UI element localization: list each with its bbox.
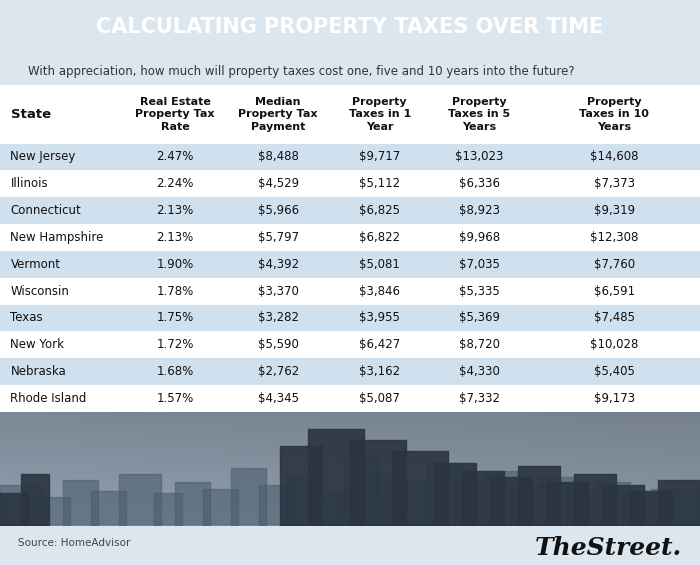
Bar — [0, 305, 700, 331]
Bar — [0, 144, 700, 171]
Text: Real Estate
Property Tax
Rate: Real Estate Property Tax Rate — [135, 97, 215, 132]
Text: $14,608: $14,608 — [590, 150, 638, 163]
Text: $4,345: $4,345 — [258, 392, 299, 405]
Text: 2.24%: 2.24% — [156, 177, 194, 190]
Text: $6,825: $6,825 — [359, 204, 400, 217]
Text: Rhode Island: Rhode Island — [10, 392, 87, 405]
Text: $9,173: $9,173 — [594, 392, 635, 405]
Bar — [0, 171, 700, 197]
Text: $6,336: $6,336 — [459, 177, 500, 190]
Bar — [0, 224, 700, 251]
Text: Source: HomeAdvisor: Source: HomeAdvisor — [18, 538, 130, 548]
Text: $9,319: $9,319 — [594, 204, 635, 217]
Text: $8,923: $8,923 — [459, 204, 500, 217]
Text: $7,760: $7,760 — [594, 258, 635, 271]
Text: $13,023: $13,023 — [455, 150, 504, 163]
Text: $6,822: $6,822 — [359, 231, 400, 244]
Text: TheStreet.: TheStreet. — [536, 536, 682, 560]
Text: $9,968: $9,968 — [459, 231, 500, 244]
Text: $5,797: $5,797 — [258, 231, 299, 244]
Bar — [0, 385, 700, 412]
Text: $5,966: $5,966 — [258, 204, 299, 217]
Text: Property
Taxes in 5
Years: Property Taxes in 5 Years — [449, 97, 510, 132]
Text: Property
Taxes in 1
Year: Property Taxes in 1 Year — [349, 97, 411, 132]
Text: $5,081: $5,081 — [359, 258, 400, 271]
Bar — [0, 358, 700, 385]
Text: $8,720: $8,720 — [459, 338, 500, 351]
Text: Illinois: Illinois — [10, 177, 48, 190]
Text: 1.78%: 1.78% — [156, 285, 194, 298]
Text: $2,762: $2,762 — [258, 365, 299, 378]
Text: New Hampshire: New Hampshire — [10, 231, 104, 244]
Text: $3,370: $3,370 — [258, 285, 299, 298]
Text: $7,035: $7,035 — [459, 258, 500, 271]
Text: State: State — [10, 107, 50, 121]
Text: Property
Taxes in 10
Years: Property Taxes in 10 Years — [580, 97, 649, 132]
Text: $6,427: $6,427 — [359, 338, 400, 351]
Text: 2.13%: 2.13% — [156, 231, 194, 244]
Text: $4,529: $4,529 — [258, 177, 299, 190]
Text: $12,308: $12,308 — [590, 231, 638, 244]
Text: $5,087: $5,087 — [359, 392, 400, 405]
Text: $4,330: $4,330 — [459, 365, 500, 378]
Text: $9,717: $9,717 — [359, 150, 400, 163]
Text: Median
Property Tax
Payment: Median Property Tax Payment — [239, 97, 318, 132]
Text: Nebraska: Nebraska — [10, 365, 66, 378]
Text: $5,112: $5,112 — [359, 177, 400, 190]
Text: $5,590: $5,590 — [258, 338, 299, 351]
Bar — [0, 85, 700, 144]
Bar — [0, 331, 700, 358]
Text: 2.13%: 2.13% — [156, 204, 194, 217]
Text: $5,369: $5,369 — [459, 311, 500, 324]
Text: With appreciation, how much will property taxes cost one, five and 10 years into: With appreciation, how much will propert… — [28, 65, 575, 78]
Text: 1.57%: 1.57% — [156, 392, 194, 405]
Text: New York: New York — [10, 338, 64, 351]
Text: CALCULATING PROPERTY TAXES OVER TIME: CALCULATING PROPERTY TAXES OVER TIME — [97, 18, 603, 37]
Text: $3,162: $3,162 — [359, 365, 400, 378]
Text: $5,335: $5,335 — [459, 285, 500, 298]
Text: $5,405: $5,405 — [594, 365, 635, 378]
Text: $3,955: $3,955 — [359, 311, 400, 324]
Text: $4,392: $4,392 — [258, 258, 299, 271]
Text: $7,485: $7,485 — [594, 311, 635, 324]
Text: $7,332: $7,332 — [459, 392, 500, 405]
Text: 1.68%: 1.68% — [156, 365, 194, 378]
Bar — [0, 197, 700, 224]
Text: 1.90%: 1.90% — [156, 258, 194, 271]
Text: $3,846: $3,846 — [359, 285, 400, 298]
Text: Wisconsin: Wisconsin — [10, 285, 69, 298]
Text: $6,591: $6,591 — [594, 285, 635, 298]
Bar — [0, 251, 700, 277]
Text: $7,373: $7,373 — [594, 177, 635, 190]
Text: Texas: Texas — [10, 311, 43, 324]
Text: $8,488: $8,488 — [258, 150, 299, 163]
Text: 1.75%: 1.75% — [156, 311, 194, 324]
Text: 2.47%: 2.47% — [156, 150, 194, 163]
Text: 1.72%: 1.72% — [156, 338, 194, 351]
Text: New Jersey: New Jersey — [10, 150, 76, 163]
Bar — [0, 277, 700, 305]
Text: $3,282: $3,282 — [258, 311, 299, 324]
Text: Connecticut: Connecticut — [10, 204, 81, 217]
Text: $10,028: $10,028 — [590, 338, 638, 351]
Text: Vermont: Vermont — [10, 258, 60, 271]
